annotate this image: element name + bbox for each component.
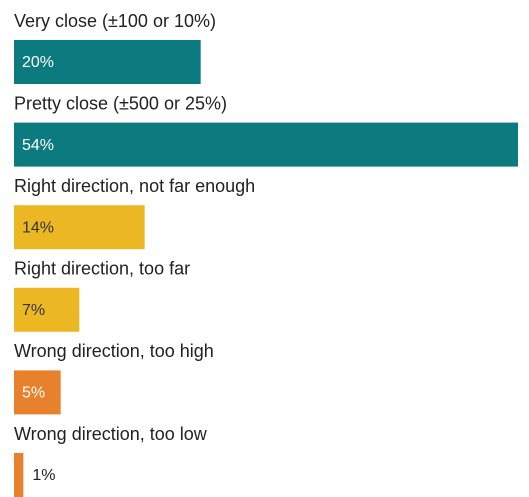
bar: [14, 370, 61, 415]
value-label: 14%: [22, 219, 54, 236]
category-label: Wrong direction, too high: [14, 341, 214, 361]
value-label: 7%: [22, 302, 45, 319]
bar: [14, 122, 518, 167]
category-label: Very close (±100 or 10%): [14, 11, 216, 31]
value-label: 1%: [32, 467, 55, 484]
bar: [14, 287, 80, 332]
category-label: Right direction, not far enough: [14, 176, 255, 196]
category-label: Right direction, too far: [14, 259, 190, 279]
value-label: 54%: [22, 137, 54, 154]
category-label: Wrong direction, too low: [14, 424, 208, 444]
value-label: 5%: [22, 385, 45, 402]
category-label: Pretty close (±500 or 25%): [14, 93, 227, 113]
bar: [14, 205, 145, 250]
bar: [14, 40, 201, 84]
value-label: 20%: [22, 54, 54, 71]
bar: [14, 453, 24, 497]
